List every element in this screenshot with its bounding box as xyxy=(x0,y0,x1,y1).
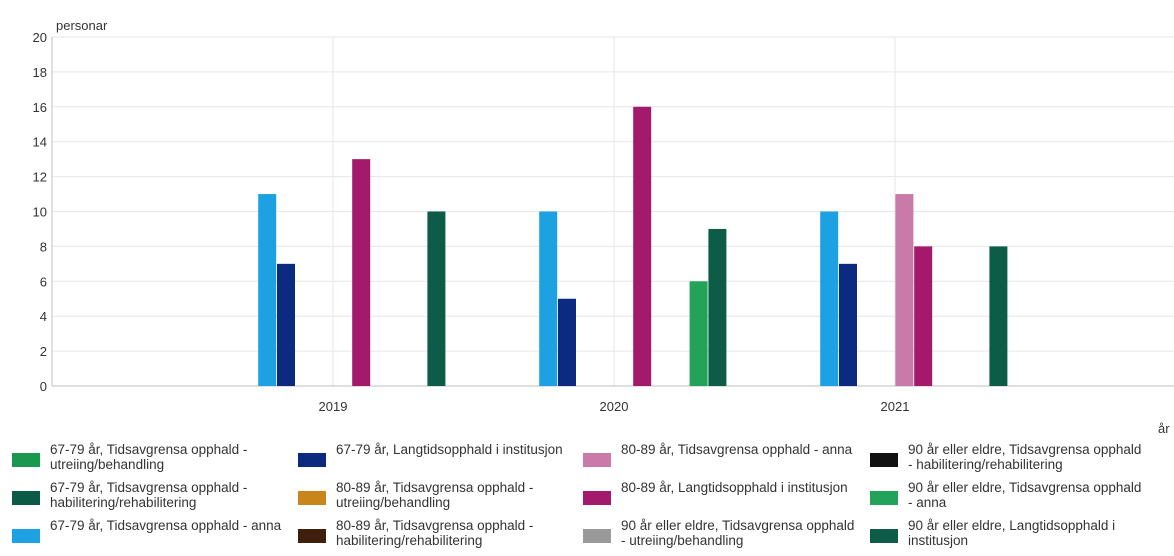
legend-item[interactable]: 80-89 år, Langtidsopphald i institusjon xyxy=(583,480,861,505)
legend-item[interactable]: 67-79 år, Langtidsopphald i institusjon xyxy=(298,442,576,467)
legend-label: 67-79 år, Langtidsopphald i institusjon xyxy=(336,442,563,457)
legend-item[interactable]: 67-79 år, Tidsavgrensa opphald - habilit… xyxy=(12,480,290,510)
legend-label: 80-89 år, Langtidsopphald i institusjon xyxy=(621,480,848,495)
legend-item[interactable]: 80-89 år, Tidsavgrensa opphald - habilit… xyxy=(298,518,576,548)
y-tick-label: 2 xyxy=(40,344,47,359)
bar xyxy=(258,194,277,386)
y-tick-label: 20 xyxy=(33,30,47,45)
legend-swatch xyxy=(12,453,40,467)
y-tick-label: 4 xyxy=(40,309,47,324)
x-tick-label: 2020 xyxy=(600,399,629,414)
bar xyxy=(989,246,1008,386)
legend-label: 67-79 år, Tidsavgrensa opphald - utreiin… xyxy=(50,442,248,472)
legend-item[interactable]: 67-79 år, Tidsavgrensa opphald - utreiin… xyxy=(12,442,290,472)
bar xyxy=(708,228,727,386)
y-tick-labels: 0 2 4 6 8 10 12 14 16 18 20 xyxy=(33,30,47,394)
legend-swatch xyxy=(298,529,326,543)
grid-lines xyxy=(52,36,1174,386)
legend-item[interactable]: 90 år eller eldre, Tidsavgrensa opphald … xyxy=(870,480,1148,510)
legend-label: 90 år eller eldre, Langtidsopphald i ins… xyxy=(908,518,1116,548)
y-tick-label: 16 xyxy=(33,100,47,115)
x-axis-label: år xyxy=(1158,421,1170,436)
bar xyxy=(914,246,933,386)
legend-swatch xyxy=(12,491,40,505)
legend-label: 80-89 år, Tidsavgrensa opphald - anna xyxy=(621,442,853,457)
legend-item[interactable]: 90 år eller eldre, Tidsavgrensa opphald … xyxy=(870,442,1148,472)
y-tick-label: 0 xyxy=(40,379,47,394)
bar xyxy=(539,211,558,386)
bar xyxy=(277,263,295,386)
y-tick-label: 14 xyxy=(33,135,47,150)
axes xyxy=(51,37,1174,387)
legend-item[interactable]: 90 år eller eldre, Tidsavgrensa opphald … xyxy=(583,518,861,548)
bars xyxy=(258,106,1008,387)
bar xyxy=(895,194,914,386)
legend-swatch xyxy=(870,453,898,467)
y-axis-label: personar xyxy=(56,18,108,33)
y-tick-label: 12 xyxy=(33,170,47,185)
legend-swatch xyxy=(870,529,898,543)
x-tick-labels: 2019 2020 2021 xyxy=(319,399,910,414)
bar xyxy=(839,263,857,386)
bar xyxy=(633,106,652,387)
legend-label: 67-79 år, Tidsavgrensa opphald - anna xyxy=(50,518,282,533)
x-tick-label: 2021 xyxy=(881,399,910,414)
y-tick-label: 18 xyxy=(33,65,47,80)
legend-swatch xyxy=(870,491,898,505)
legend-label: 80-89 år, Tidsavgrensa opphald - habilit… xyxy=(336,518,534,548)
legend-swatch xyxy=(298,453,326,467)
legend-swatch xyxy=(298,491,326,505)
y-tick-label: 8 xyxy=(40,239,47,254)
legend-label: 80-89 år, Tidsavgrensa opphald - utreiin… xyxy=(336,480,534,510)
legend-label: 90 år eller eldre, Tidsavgrensa opphald … xyxy=(621,518,855,548)
legend-swatch xyxy=(583,529,611,543)
y-tick-label: 6 xyxy=(40,274,47,289)
legend-item[interactable]: 90 år eller eldre, Langtidsopphald i ins… xyxy=(870,518,1148,548)
legend-item[interactable]: 80-89 år, Tidsavgrensa opphald - anna xyxy=(583,442,861,467)
legend-swatch xyxy=(583,453,611,467)
legend-label: 90 år eller eldre, Tidsavgrensa opphald … xyxy=(908,442,1142,472)
legend: 67-79 år, Tidsavgrensa opphald - utreiin… xyxy=(12,442,1174,556)
legend-label: 90 år eller eldre, Tidsavgrensa opphald … xyxy=(908,480,1142,510)
legend-label: 67-79 år, Tidsavgrensa opphald - habilit… xyxy=(50,480,248,510)
bar xyxy=(352,159,371,386)
bar xyxy=(689,281,708,386)
y-tick-label: 10 xyxy=(33,205,47,220)
bar xyxy=(558,298,576,386)
bar xyxy=(427,211,446,386)
legend-swatch xyxy=(12,529,40,543)
x-tick-label: 2019 xyxy=(319,399,348,414)
legend-swatch xyxy=(583,491,611,505)
bar xyxy=(820,211,839,386)
legend-item[interactable]: 80-89 år, Tidsavgrensa opphald - utreiin… xyxy=(298,480,576,510)
legend-item[interactable]: 67-79 år, Tidsavgrensa opphald - anna xyxy=(12,518,290,543)
